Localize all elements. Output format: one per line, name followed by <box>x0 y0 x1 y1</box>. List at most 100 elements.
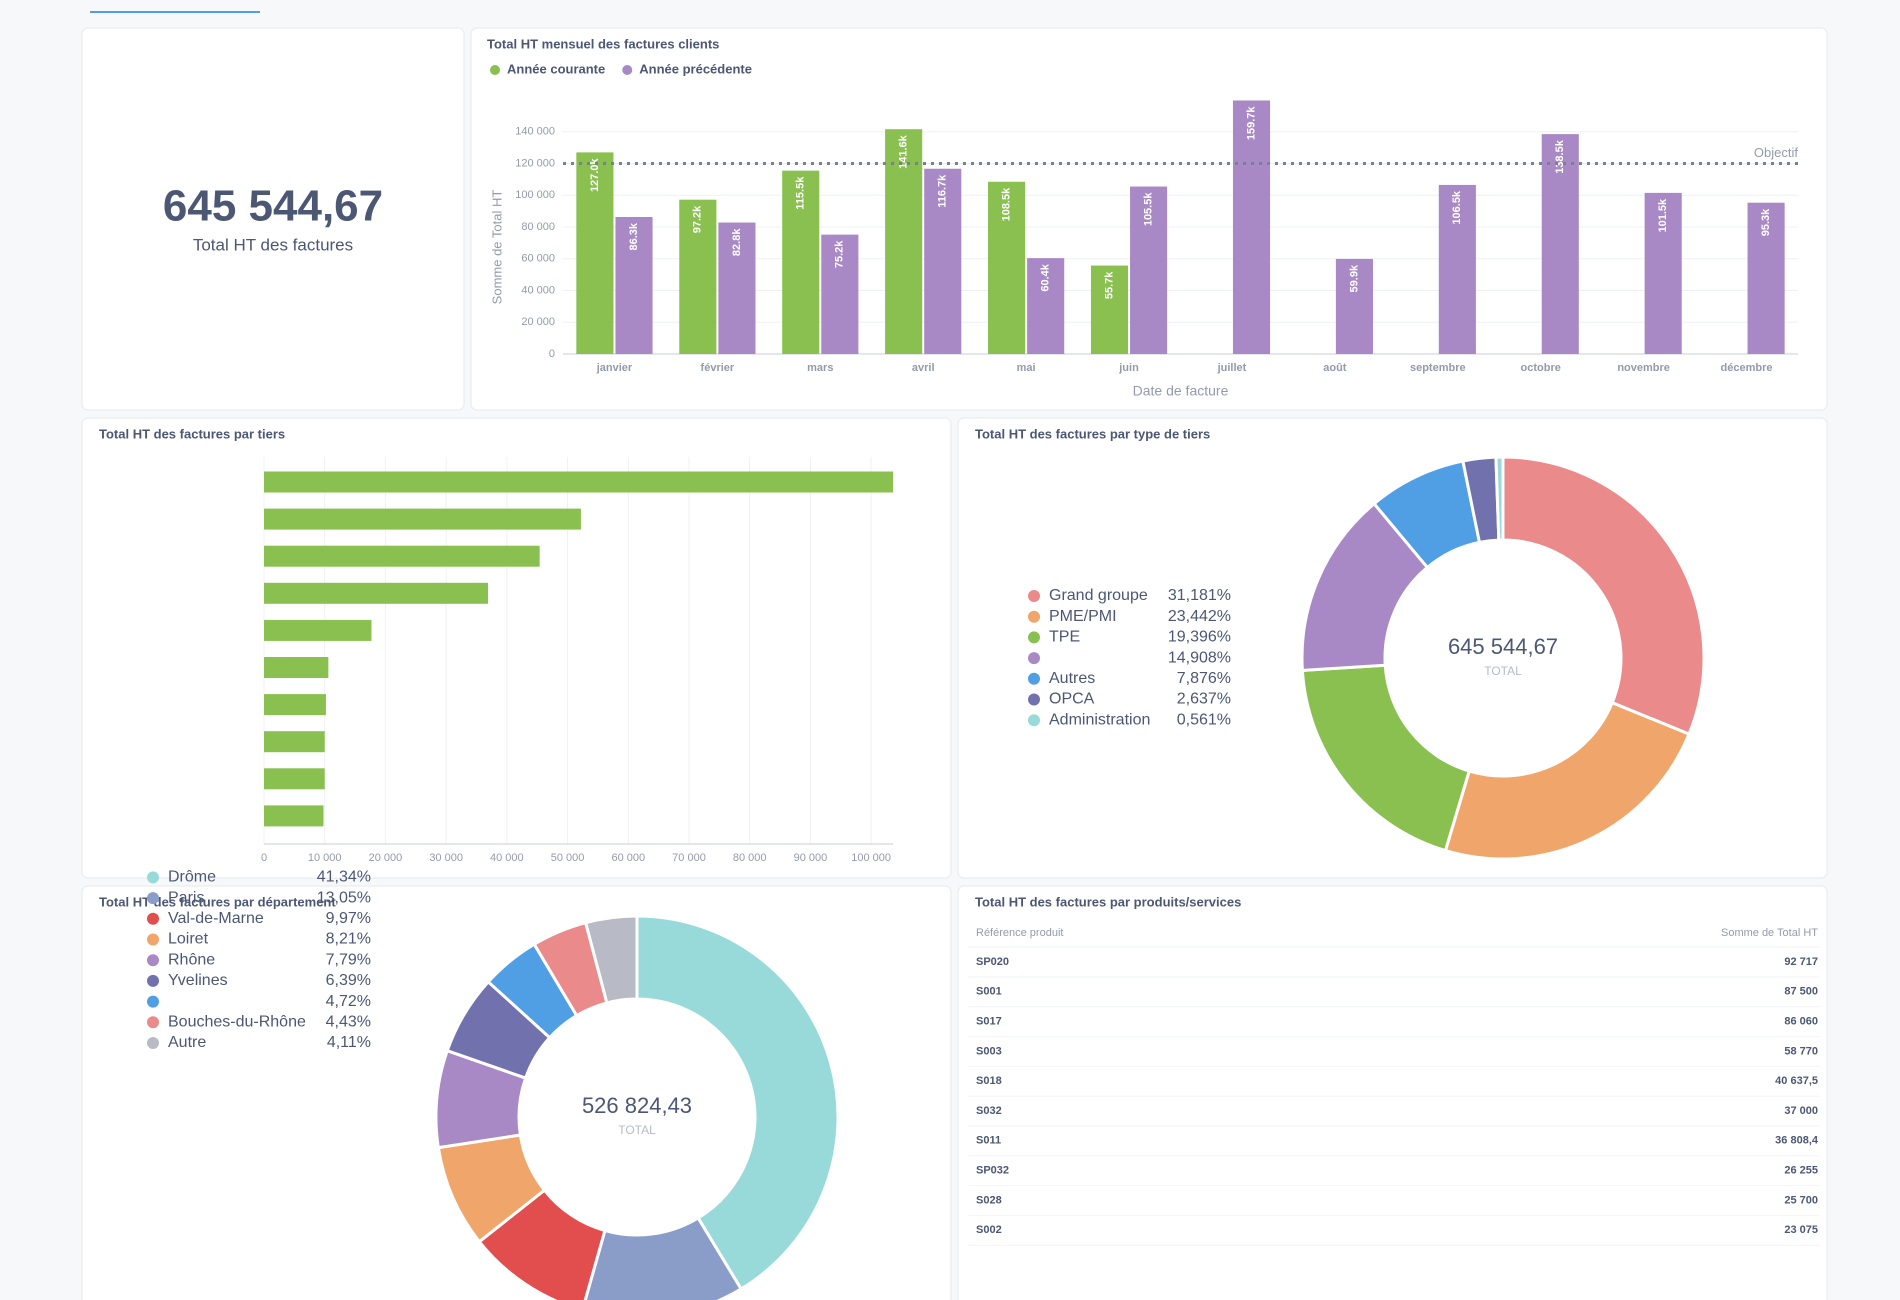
x-tick-label: 90 000 <box>794 852 828 864</box>
bar <box>924 168 962 354</box>
table-cell: 40 637,5 <box>1775 1075 1818 1087</box>
legend-dot <box>622 65 633 75</box>
bar <box>988 181 1026 354</box>
bar <box>264 731 325 753</box>
legend-label: TPE <box>1049 629 1080 646</box>
table-cell: S002 <box>976 1224 1002 1236</box>
table-header: Référence produit <box>976 927 1063 939</box>
kpi-value: 645 544,67 <box>163 182 383 231</box>
legend-value: 31,181% <box>1168 587 1231 604</box>
table-cell: 58 770 <box>1784 1045 1818 1057</box>
bar <box>1747 202 1785 354</box>
legend-value: 0,561% <box>1177 711 1231 728</box>
bar <box>264 545 540 567</box>
x-axis-label: Date de facture <box>1133 383 1229 399</box>
bar <box>1644 192 1682 354</box>
bar <box>782 170 820 354</box>
value-label: 60.4k <box>1040 263 1052 291</box>
x-tick-label: 60 000 <box>611 852 645 864</box>
x-tick-label: septembre <box>1410 362 1466 374</box>
value-label: 106.5k <box>1451 190 1463 225</box>
legend-label: Val-de-Marne <box>168 910 264 927</box>
goal-label: Objectif <box>1754 145 1798 160</box>
legend-label: Année précédente <box>639 61 752 76</box>
table-cell: S032 <box>976 1105 1002 1117</box>
legend-dot <box>147 892 159 905</box>
bar <box>264 657 329 678</box>
legend-label: Bouches-du-Rhône <box>168 1014 306 1031</box>
table-cell: 37 000 <box>1784 1105 1818 1117</box>
legend-label: Rhône <box>168 951 215 968</box>
table-cell: 36 808,4 <box>1775 1135 1819 1147</box>
table-cell: 23 075 <box>1784 1224 1818 1236</box>
x-tick-label: mai <box>1017 362 1036 374</box>
bar <box>1027 258 1065 354</box>
legend-dot <box>147 1016 159 1029</box>
legend-label: Administration <box>1049 711 1150 728</box>
table-cell: S017 <box>976 1016 1002 1028</box>
x-tick-label: août <box>1323 362 1347 374</box>
bar <box>264 471 893 493</box>
legend-value: 23,442% <box>1168 608 1231 625</box>
legend-label: Yvelines <box>168 972 228 989</box>
pie-slice <box>1443 700 1691 861</box>
legend-label: Grand groupe <box>1049 587 1148 604</box>
table-cell: 92 717 <box>1784 956 1818 968</box>
y-tick-label: 100 000 <box>515 189 555 201</box>
bar <box>1335 258 1373 354</box>
value-label: 138.5k <box>1554 139 1566 174</box>
legend-dot <box>1028 652 1040 665</box>
table-title: Total HT des factures par produits/servi… <box>975 894 1241 909</box>
legend-label: Autres <box>1049 670 1095 687</box>
value-label: 116.7k <box>937 174 949 208</box>
x-tick-label: juin <box>1118 362 1139 374</box>
bar <box>576 152 614 354</box>
legend-value: 14,908% <box>1168 649 1231 666</box>
table-cell: S011 <box>976 1135 1001 1147</box>
value-label: 86.3k <box>628 222 640 250</box>
legend-dot <box>147 912 159 925</box>
y-axis-label: Somme de Total HT <box>489 190 504 305</box>
legend-dot <box>147 871 159 884</box>
y-tick-label: 60 000 <box>521 253 555 265</box>
value-label: 141.6k <box>898 134 910 169</box>
x-tick-label: 70 000 <box>672 852 706 864</box>
x-tick-label: 30 000 <box>429 852 463 864</box>
y-tick-label: 20 000 <box>521 316 555 328</box>
legend-label: Loiret <box>168 931 209 948</box>
chart-title: Total HT des factures par tiers <box>99 426 285 441</box>
legend-dot <box>1028 672 1040 685</box>
table-header: Somme de Total HT <box>1721 927 1818 939</box>
legend-dot <box>1028 631 1040 644</box>
legend-value: 4,72% <box>326 993 371 1010</box>
legend-dot <box>1028 610 1040 623</box>
value-label: 127.0k <box>589 158 601 193</box>
pie-total-label: TOTAL <box>618 1123 656 1137</box>
y-tick-label: 120 000 <box>515 157 555 169</box>
pie-total: 645 544,67 <box>1448 634 1558 659</box>
value-label: 97.2k <box>692 205 704 233</box>
y-tick-label: 140 000 <box>515 126 555 138</box>
value-label: 105.5k <box>1143 192 1155 227</box>
x-tick-label: avril <box>912 362 935 374</box>
bar <box>1438 184 1476 354</box>
bar <box>1232 100 1271 354</box>
x-tick-label: février <box>701 362 735 374</box>
bar <box>264 694 326 716</box>
x-tick-label: novembre <box>1617 362 1670 374</box>
table-card <box>957 885 1828 1300</box>
legend-label: PME/PMI <box>1049 608 1117 625</box>
pie-slice <box>635 914 840 1292</box>
bar <box>264 768 325 790</box>
kpi-label: Total HT des factures <box>193 235 353 254</box>
bar <box>1130 186 1168 354</box>
legend-value: 6,39% <box>326 972 371 989</box>
tab-indicator <box>90 11 260 13</box>
table-cell: SP020 <box>976 956 1009 968</box>
legend-dot <box>1028 590 1040 602</box>
pie-slice <box>1494 455 1505 542</box>
pie-slice <box>1300 663 1472 853</box>
kpi-card <box>81 27 465 411</box>
y-tick-label: 80 000 <box>521 221 555 233</box>
x-tick-label: 40 000 <box>490 852 524 864</box>
